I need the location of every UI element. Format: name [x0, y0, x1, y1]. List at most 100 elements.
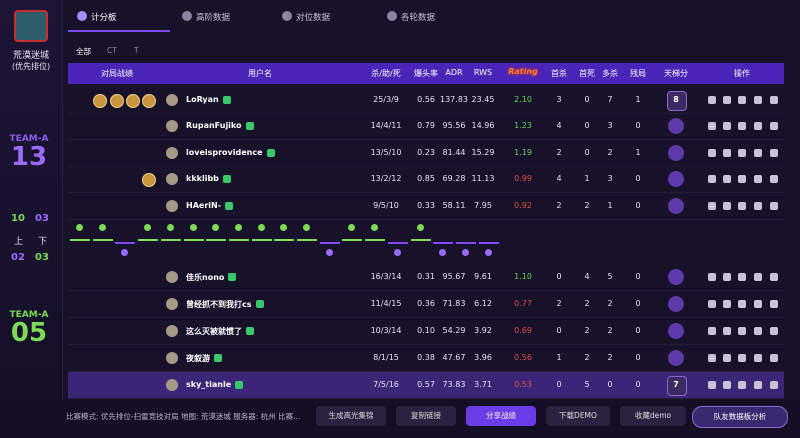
cell-adr: 58.11: [442, 201, 466, 210]
round-icon: [371, 224, 379, 231]
cell-adr: 81.44: [442, 148, 466, 157]
tab[interactable]: 高阶数据: [196, 13, 231, 23]
action-icon[interactable]: [770, 175, 778, 183]
action-icon[interactable]: [723, 354, 731, 362]
avatar: [166, 200, 178, 212]
footer-button[interactable]: 复制链接: [396, 406, 456, 426]
action-icon[interactable]: [708, 149, 716, 157]
action-icon[interactable]: [770, 381, 778, 389]
cell-multi: 2: [607, 326, 613, 335]
action-icon[interactable]: [708, 273, 716, 281]
action-icon[interactable]: [738, 273, 746, 281]
action-icon[interactable]: [754, 273, 762, 281]
tab[interactable]: 对位数据: [296, 13, 331, 23]
cell-clutch: 0: [635, 380, 641, 389]
action-icon[interactable]: [770, 202, 778, 210]
action-icon[interactable]: [708, 327, 716, 335]
avatar: [166, 298, 178, 310]
cell-rws: 23.45: [471, 95, 495, 104]
player-name[interactable]: HAeriN-: [186, 201, 222, 210]
round-bar: [297, 239, 317, 241]
action-icon[interactable]: [723, 175, 731, 183]
tab[interactable]: 各轮数据: [401, 13, 436, 23]
player-name[interactable]: LoRyan: [186, 95, 219, 104]
cell-rws: 3.92: [474, 326, 492, 335]
tab[interactable]: 计分板: [91, 13, 117, 23]
action-icon[interactable]: [708, 175, 716, 183]
action-icon[interactable]: [754, 96, 762, 104]
action-icon[interactable]: [738, 96, 746, 104]
action-icon[interactable]: [738, 149, 746, 157]
action-icon[interactable]: [770, 96, 778, 104]
action-icon[interactable]: [738, 354, 746, 362]
player-name[interactable]: loveisprovidence: [186, 148, 263, 157]
action-icon[interactable]: [770, 354, 778, 362]
side-tab[interactable]: T: [134, 46, 139, 55]
side-tab[interactable]: 全部: [76, 47, 91, 56]
rank-badge: [667, 376, 687, 396]
action-icon[interactable]: [723, 273, 731, 281]
rank-badge: [668, 171, 684, 187]
action-icon[interactable]: [770, 327, 778, 335]
side-tab[interactable]: CT: [107, 46, 117, 55]
column-header: ADR: [445, 68, 463, 77]
action-icon[interactable]: [738, 122, 746, 130]
player-name[interactable]: sky_tianle: [186, 380, 232, 389]
cell-multi: 2: [607, 299, 613, 308]
player-name[interactable]: 夜叙游: [186, 354, 210, 363]
footer-button[interactable]: 收藏demo: [620, 406, 686, 426]
player-name[interactable]: kkklibb: [186, 174, 219, 183]
action-icon[interactable]: [770, 300, 778, 308]
action-icon[interactable]: [738, 202, 746, 210]
action-icon[interactable]: [723, 327, 731, 335]
action-icon[interactable]: [723, 381, 731, 389]
action-icon[interactable]: [754, 202, 762, 210]
footer-button[interactable]: 生成高光集锦: [316, 406, 386, 426]
action-icon[interactable]: [723, 96, 731, 104]
player-name[interactable]: 佳乐nono: [186, 273, 225, 282]
player-name[interactable]: 曾经抓不到我打cs: [186, 300, 252, 309]
action-icon[interactable]: [723, 300, 731, 308]
map-mode: (优先排位): [11, 62, 51, 71]
action-icon[interactable]: [754, 175, 762, 183]
action-icon[interactable]: [723, 122, 731, 130]
tab-icon: [282, 11, 292, 21]
player-name[interactable]: 这么灭被就惯了: [186, 327, 242, 336]
round-icon: [257, 224, 265, 231]
player-name[interactable]: RupanFujiko: [186, 121, 242, 130]
action-icon[interactable]: [738, 381, 746, 389]
action-icon[interactable]: [738, 327, 746, 335]
tab-icon: [387, 11, 397, 21]
verified-icon: [223, 96, 231, 104]
action-icon[interactable]: [738, 175, 746, 183]
action-icon[interactable]: [754, 122, 762, 130]
action-icon[interactable]: [708, 381, 716, 389]
action-icon[interactable]: [708, 202, 716, 210]
action-icon[interactable]: [723, 149, 731, 157]
map-name: 荒漠迷城: [12, 51, 50, 61]
cell-fk: 4: [556, 121, 562, 130]
action-icon[interactable]: [754, 300, 762, 308]
action-icon[interactable]: [708, 122, 716, 130]
cell-adr: 137.83: [440, 95, 468, 104]
verified-icon: [223, 175, 231, 183]
action-icon[interactable]: [754, 381, 762, 389]
action-icon[interactable]: [754, 354, 762, 362]
cell-rating: 0.56: [514, 353, 532, 362]
action-icon[interactable]: [738, 300, 746, 308]
action-icon[interactable]: [708, 96, 716, 104]
action-icon[interactable]: [770, 149, 778, 157]
footer-button[interactable]: 分享战绩: [466, 406, 536, 426]
footer-button[interactable]: 下载DEMO: [546, 406, 610, 426]
action-icon[interactable]: [770, 273, 778, 281]
footer-button[interactable]: 队友数据板分析: [692, 406, 788, 428]
cell-hs: 0.57: [417, 380, 435, 389]
cell-rws: 7.95: [474, 201, 492, 210]
action-icon[interactable]: [754, 327, 762, 335]
action-icon[interactable]: [708, 300, 716, 308]
action-icon[interactable]: [723, 202, 731, 210]
cell-rws: 6.12: [474, 299, 492, 308]
action-icon[interactable]: [708, 354, 716, 362]
action-icon[interactable]: [770, 122, 778, 130]
action-icon[interactable]: [754, 149, 762, 157]
